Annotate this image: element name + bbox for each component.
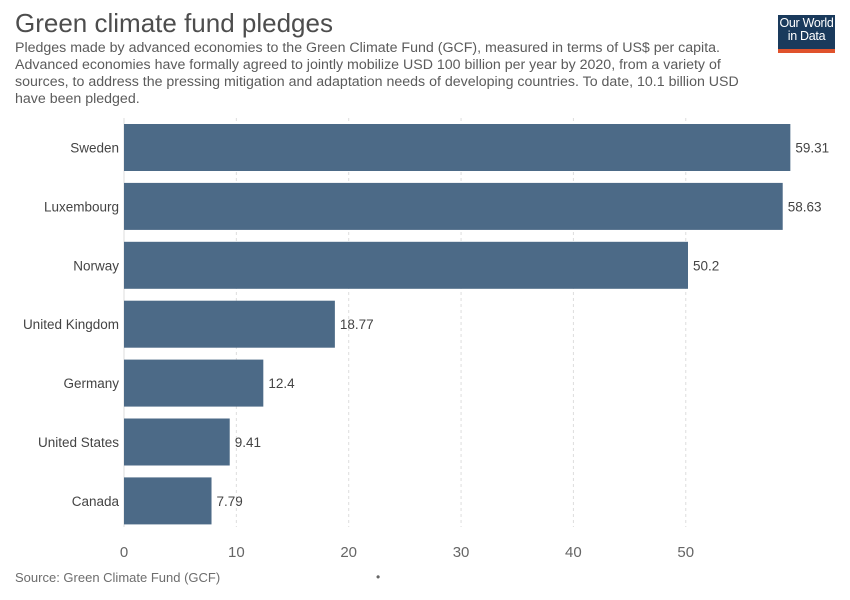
logo-line-2: in Data <box>787 29 826 43</box>
source-dot: • <box>376 570 381 584</box>
source-note: Source: Green Climate Fund (GCF) <box>15 570 221 585</box>
bar[interactable] <box>124 418 230 466</box>
category-label: Germany <box>63 376 119 391</box>
bar[interactable] <box>124 124 791 171</box>
logo-line-1: Our World <box>779 16 834 30</box>
logo-accent-bar <box>778 49 835 53</box>
category-label: Canada <box>72 494 120 509</box>
bar[interactable] <box>124 182 783 230</box>
x-tick-labels: 0 10 20 30 40 50 <box>120 544 694 561</box>
bar[interactable] <box>124 359 264 407</box>
bar[interactable] <box>124 477 212 525</box>
value-label: 59.31 <box>795 141 829 156</box>
bar[interactable] <box>124 241 688 289</box>
chart-title: Green climate fund pledges <box>15 8 333 38</box>
category-label: Sweden <box>70 141 119 156</box>
value-label: 7.79 <box>217 494 243 509</box>
category-label: United Kingdom <box>23 317 119 332</box>
value-labels: 59.31 58.63 50.2 18.77 12.4 9.41 7.79 <box>217 141 830 509</box>
value-label: 58.63 <box>788 199 822 214</box>
x-tick-label: 0 <box>120 544 128 561</box>
value-label: 12.4 <box>268 376 295 391</box>
x-tick-label: 20 <box>340 544 357 561</box>
value-label: 50.2 <box>693 258 719 273</box>
x-tick-label: 10 <box>228 544 245 561</box>
category-label: Luxembourg <box>44 199 119 214</box>
category-label: Norway <box>73 258 119 273</box>
x-tick-label: 40 <box>565 544 582 561</box>
value-label: 18.77 <box>340 317 374 332</box>
category-label: United States <box>38 435 119 450</box>
value-label: 9.41 <box>235 435 261 450</box>
bar[interactable] <box>124 300 335 348</box>
category-labels: Sweden Luxembourg Norway United Kingdom Germ… <box>23 141 120 509</box>
owid-logo[interactable]: Our World in Data <box>778 15 835 53</box>
x-tick-label: 50 <box>677 544 694 561</box>
chart-subtitle: Pledges made by advanced economies to th… <box>15 40 739 107</box>
bars <box>124 124 791 525</box>
x-tick-label: 30 <box>453 544 470 561</box>
